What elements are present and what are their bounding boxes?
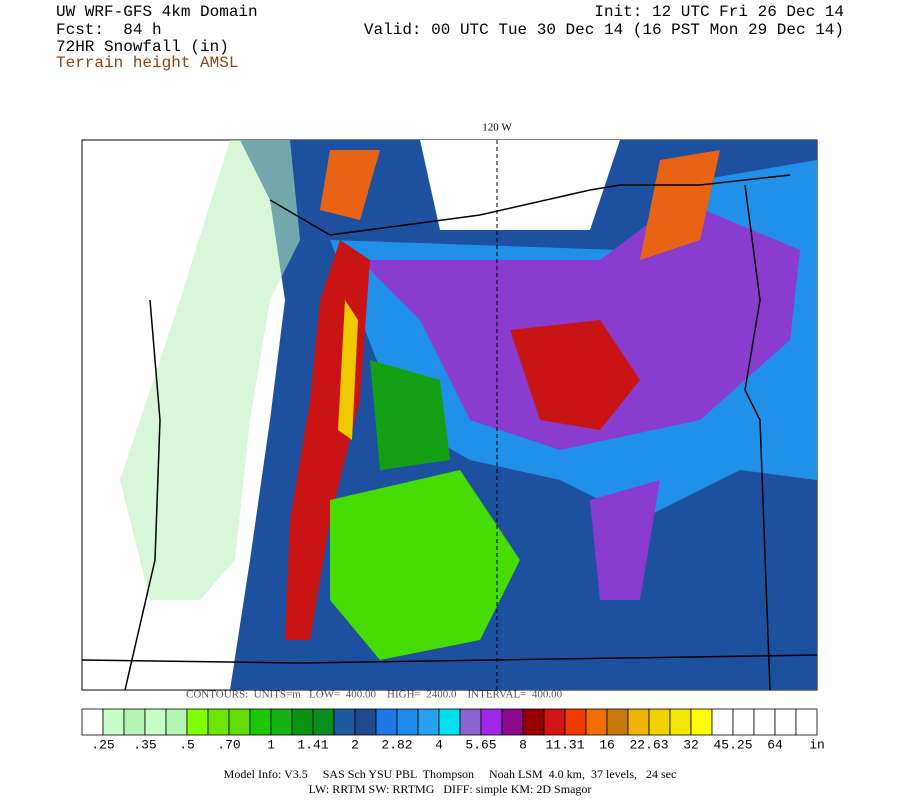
colorbar-label: 22.63	[629, 737, 668, 752]
coastline	[124, 299, 161, 690]
colorbar-swatch	[732, 708, 755, 736]
colorbar-label: in	[809, 737, 825, 752]
colorbar-swatch	[123, 708, 146, 736]
no-snow	[420, 140, 620, 230]
colorbar-label: 1.41	[297, 737, 328, 752]
snow-area	[330, 470, 520, 660]
snow-area	[320, 150, 380, 220]
state-border	[744, 184, 771, 690]
state-border	[82, 654, 817, 664]
colorbar-swatch	[648, 708, 671, 736]
colorbar-swatch	[270, 708, 293, 736]
colorbar-label: 8	[519, 737, 527, 752]
colorbar-swatch	[480, 708, 503, 736]
footer-line: Model Info: V3.5 SAS Sch YSU PBL Thompso…	[224, 767, 677, 781]
colorbar-swatch	[543, 708, 566, 736]
colorbar-label: 2.82	[381, 737, 412, 752]
snow-area	[640, 150, 720, 260]
colorbar-label: 2	[351, 737, 359, 752]
header-line: Init: 12 UTC Fri 26 Dec 14	[594, 3, 844, 21]
map	[81, 139, 818, 691]
colorbar-label: .25	[91, 737, 114, 752]
colorbar-swatch	[690, 708, 713, 736]
colorbar-swatch	[186, 708, 209, 736]
colorbar-swatch	[438, 708, 461, 736]
colorbar-label: 1	[267, 737, 275, 752]
colorbar-swatch	[711, 708, 734, 736]
snow-area	[338, 300, 358, 440]
header-line: Fcst: 84 h	[56, 21, 162, 39]
colorbar-swatch	[585, 708, 608, 736]
colorbar-label: .5	[179, 737, 195, 752]
colorbar-swatch	[669, 708, 692, 736]
colorbar-swatch	[606, 708, 629, 736]
colorbar-swatch	[501, 708, 524, 736]
colorbar-swatch	[312, 708, 335, 736]
snow-area	[120, 140, 300, 600]
colorbar-swatch	[417, 708, 440, 736]
header-line: UW WRF-GFS 4km Domain	[56, 3, 258, 21]
colorbar-swatch	[144, 708, 167, 736]
colorbar-swatch	[81, 708, 104, 736]
colorbar-swatch	[795, 708, 818, 736]
colorbar-swatch	[627, 708, 650, 736]
footer-line: LW: RRTM SW: RRTMG DIFF: simple KM: 2D S…	[309, 782, 592, 796]
colorbar-swatch	[354, 708, 377, 736]
colorbar-swatch	[228, 708, 251, 736]
colorbar-label: 45.25	[713, 737, 752, 752]
colorbar: .25 .35 .5 .70 1 1.41 2 2.82 4 5.65 8 11.31 16 22.63 3…	[81, 708, 825, 752]
colorbar-label: 16	[599, 737, 615, 752]
colorbar-label: 4	[435, 737, 443, 752]
colorbar-swatch	[102, 708, 125, 736]
colorbar-swatch	[207, 708, 230, 736]
colorbar-swatch	[333, 708, 356, 736]
colorbar-swatch	[774, 708, 797, 736]
snow-area	[510, 320, 640, 430]
colorbar-swatch	[753, 708, 776, 736]
colorbar-label: 5.65	[465, 737, 496, 752]
header-line: 72HR Snowfall (in)	[56, 38, 229, 56]
colorbar-swatch	[291, 708, 314, 736]
colorbar-label: .35	[133, 737, 156, 752]
longitude-label: 120 W	[482, 122, 512, 134]
colorbar-swatch	[564, 708, 587, 736]
colorbar-swatch	[375, 708, 398, 736]
colorbar-swatch	[249, 708, 272, 736]
state-border	[269, 174, 791, 236]
header-line: Valid: 00 UTC Tue 30 Dec 14 (16 PST Mon …	[364, 21, 844, 39]
colorbar-swatch	[459, 708, 482, 736]
colorbar-label: 11.31	[545, 737, 584, 752]
contour-info: CONTOURS: UNITS=m LOW= 400.00 HIGH= 2400…	[186, 689, 563, 701]
colorbar-swatch	[522, 708, 545, 736]
colorbar-label: .70	[217, 737, 240, 752]
snow-area	[370, 360, 450, 470]
header-line: Terrain height AMSL	[56, 54, 238, 72]
colorbar-swatch	[165, 708, 188, 736]
snow-area	[590, 480, 660, 600]
colorbar-label: 64	[767, 737, 783, 752]
colorbar-swatch	[396, 708, 419, 736]
colorbar-label: 32	[683, 737, 699, 752]
